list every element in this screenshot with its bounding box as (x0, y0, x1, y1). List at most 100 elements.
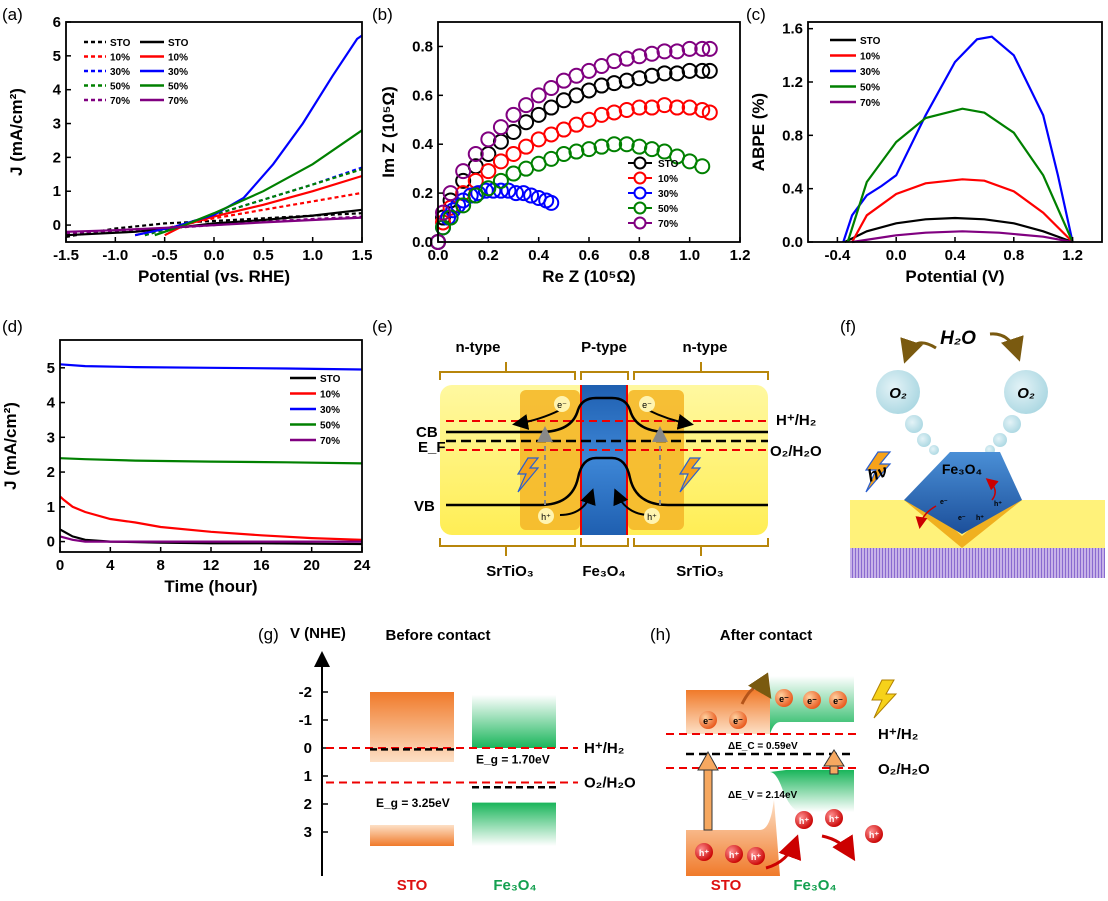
hole-arrow-left (559, 488, 596, 516)
d-series-50pct (59, 457, 363, 465)
b-point-10pct-19 (656, 97, 673, 114)
b-point-70pct-8 (518, 97, 535, 114)
h-hole-4 (825, 809, 843, 827)
h-label-h2: H⁺/H₂ (878, 726, 918, 743)
label-srtio3-left: SrTiO₃ (486, 563, 534, 580)
h-hole-label-2: h⁺ (751, 852, 761, 862)
b-point-sto-23 (701, 62, 718, 79)
b-xtick-label-0: 0.0 (428, 247, 449, 264)
panel-h-diagram: After contact H⁺/H₂ O₂/H₂O ΔE_C = 0.59eV… (666, 627, 930, 894)
h-hole-2 (747, 847, 765, 865)
b-point-50pct-11 (555, 146, 572, 162)
light-icon-left (516, 457, 540, 493)
b-point-50pct-18 (643, 141, 660, 158)
label-ef: E_F (418, 439, 446, 456)
g-label-o2: O₂/H₂O (584, 774, 636, 791)
h-electron-transfer-arrow (740, 672, 772, 705)
a-xtick-label-1: -1.0 (102, 247, 128, 264)
b-point-sto-8 (518, 114, 535, 131)
panel-label-e: (e) (372, 317, 393, 336)
a-legend-dashed-label-1: 10% (110, 53, 130, 64)
a-xtick-label-3: 0.0 (204, 247, 225, 264)
b-xtick-label-2: 0.4 (528, 247, 550, 264)
arrow-h2o-right (989, 332, 1024, 362)
b-legend-label-0: STO (658, 159, 679, 170)
a-legend-solid-label-2: 30% (168, 67, 188, 78)
d-series-10pct (59, 495, 363, 541)
b-legend-label-4: 70% (658, 219, 678, 230)
b-legend-label-1: 10% (658, 174, 678, 185)
depletion-left (520, 390, 580, 530)
h-hole-label-0: h⁺ (699, 848, 709, 858)
hole-left (538, 508, 554, 524)
h-carriers: e⁻ e⁻ e⁻ e⁻ e⁻ h⁺ h⁺ h⁺ h⁺ h⁺ h⁺ (695, 689, 883, 865)
c-series-10pct (851, 178, 1074, 243)
b-legend-marker-0 (633, 156, 647, 170)
a-legend-solid-label-4: 70% (168, 96, 188, 107)
b-point-sto-6 (492, 133, 509, 150)
f-light-icon (864, 451, 892, 493)
panel-g-diagram: V (NHE) Before contact STO Fe₃O₄ -2 -1 0 1 2… (290, 625, 636, 894)
label-n-type-left: n-type (456, 339, 501, 356)
g-fe3o4-cb (472, 694, 556, 748)
label-h-h2: H⁺/H₂ (776, 412, 816, 429)
panel-label-c: (c) (746, 5, 766, 24)
c-ytick-label-1: 0.4 (782, 181, 804, 198)
b-point-70pct-22 (694, 40, 711, 57)
c-legend-label-1: 10% (860, 52, 880, 63)
panel-a-chart: -1.5 -1.0 -0.5 0.0 0.5 1.0 1.5 0 1 2 3 4 5 6 Potential… (7, 14, 372, 286)
b-point-10pct-6 (492, 153, 509, 170)
a-ytick-label-0: 0 (53, 217, 61, 234)
a-ytick-label-3: 3 (53, 116, 61, 133)
b-point-30pct-14 (523, 187, 540, 204)
c-xtick-label-2: 0.4 (945, 247, 967, 264)
b-point-50pct-3 (455, 197, 472, 214)
g-ytick-label-4: 2 (304, 796, 312, 813)
a-xtick-label-4: 0.5 (253, 247, 274, 264)
arrow-h2o-left (900, 337, 937, 364)
a-xtick-label-6: 1.5 (352, 247, 373, 264)
b-xtick-label-5: 1.0 (679, 247, 700, 264)
b-point-10pct-15 (606, 104, 623, 121)
b-point-sto-18 (643, 67, 660, 84)
bubble-small-2 (917, 433, 931, 447)
label-o2-h2o: O₂/H₂O (770, 443, 822, 460)
g-fe3o4-gap: E_g = 1.70eV (476, 752, 550, 766)
b-legend-label-3: 50% (658, 204, 678, 215)
hole-right-label: h⁺ (647, 512, 657, 522)
d-ytick-label-3: 3 (47, 429, 55, 446)
b-point-sto-19 (656, 65, 673, 82)
valence-band (446, 456, 768, 507)
b-point-50pct-15 (606, 136, 623, 153)
fe3o4-particle-label: Fe₃O₄ (942, 461, 982, 477)
bubble-small-5 (993, 433, 1007, 447)
b-point-10pct-20 (669, 99, 686, 116)
h-hole-label-1: h⁺ (729, 850, 739, 860)
c-ytick-label-0: 0.0 (782, 234, 803, 251)
d-ytick-label-5: 5 (47, 360, 55, 377)
h-sto-cb (686, 690, 770, 734)
bubble-small-3 (929, 445, 939, 455)
panel-b-chart: 0.0 0.2 0.4 0.6 0.8 1.0 1.2 0.0 0.2 0.4 0.6 0.8 Re Z… (379, 21, 750, 286)
c-legend-label-2: 30% (860, 67, 880, 78)
b-point-10pct-8 (518, 138, 535, 155)
brace-bottom-mid (580, 538, 629, 547)
g-axis-title: V (NHE) (290, 625, 346, 642)
b-point-sto-3 (455, 172, 472, 189)
b-point-sto-17 (631, 70, 648, 87)
c-series-50pct (846, 107, 1074, 243)
a-xtick-label-2: -0.5 (152, 247, 178, 264)
h-sto-vb (686, 800, 780, 876)
h-label-sto: STO (711, 877, 742, 894)
a-ytick-label-6: 6 (53, 14, 61, 31)
d-xtick-label-4: 16 (253, 557, 270, 574)
b-xtick-label-3: 0.6 (579, 247, 600, 264)
g-label-fe3o4: Fe₃O₄ (493, 877, 536, 894)
g-label-sto: STO (397, 877, 428, 894)
electron-left-label: e⁻ (557, 400, 567, 410)
panel-label-b: (b) (372, 5, 393, 24)
b-point-sto-14 (593, 77, 610, 94)
o2-label-left: O₂ (889, 385, 907, 402)
b-point-30pct-3 (445, 202, 462, 219)
a-ytick-label-4: 4 (53, 82, 62, 99)
